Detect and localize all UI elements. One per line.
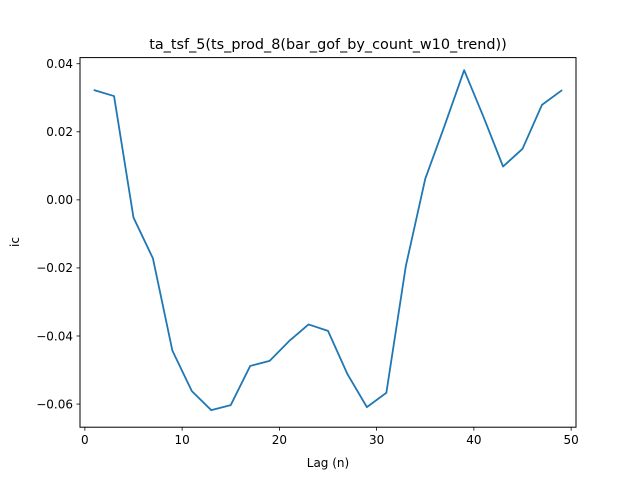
y-axis-label: ic (8, 237, 22, 247)
x-axis-label: Lag (n) (307, 456, 349, 470)
x-tick-label: 40 (466, 433, 481, 447)
x-tick-label: 20 (272, 433, 287, 447)
x-tick-label: 10 (174, 433, 189, 447)
x-tick-label: 0 (81, 433, 89, 447)
x-tick-label: 30 (369, 433, 384, 447)
y-tick-label: −0.06 (36, 397, 73, 411)
series-line (93, 69, 563, 412)
y-tick-label: −0.04 (36, 329, 73, 343)
chart-title: ta_tsf_5(ts_prod_8(bar_gof_by_count_w10_… (149, 37, 507, 53)
y-tick-label: 0.04 (46, 57, 73, 71)
plot-frame (79, 57, 577, 428)
x-axis-ticks: 0 10 20 30 40 50 (81, 427, 579, 447)
x-tick-label: 50 (563, 433, 578, 447)
y-axis-ticks: −0.06 −0.04 −0.02 0.00 0.02 0.04 (36, 57, 80, 411)
y-tick-label: 0.00 (46, 193, 73, 207)
series-layer (93, 69, 563, 412)
y-tick-label: −0.02 (36, 261, 73, 275)
y-tick-label: 0.02 (46, 125, 73, 139)
